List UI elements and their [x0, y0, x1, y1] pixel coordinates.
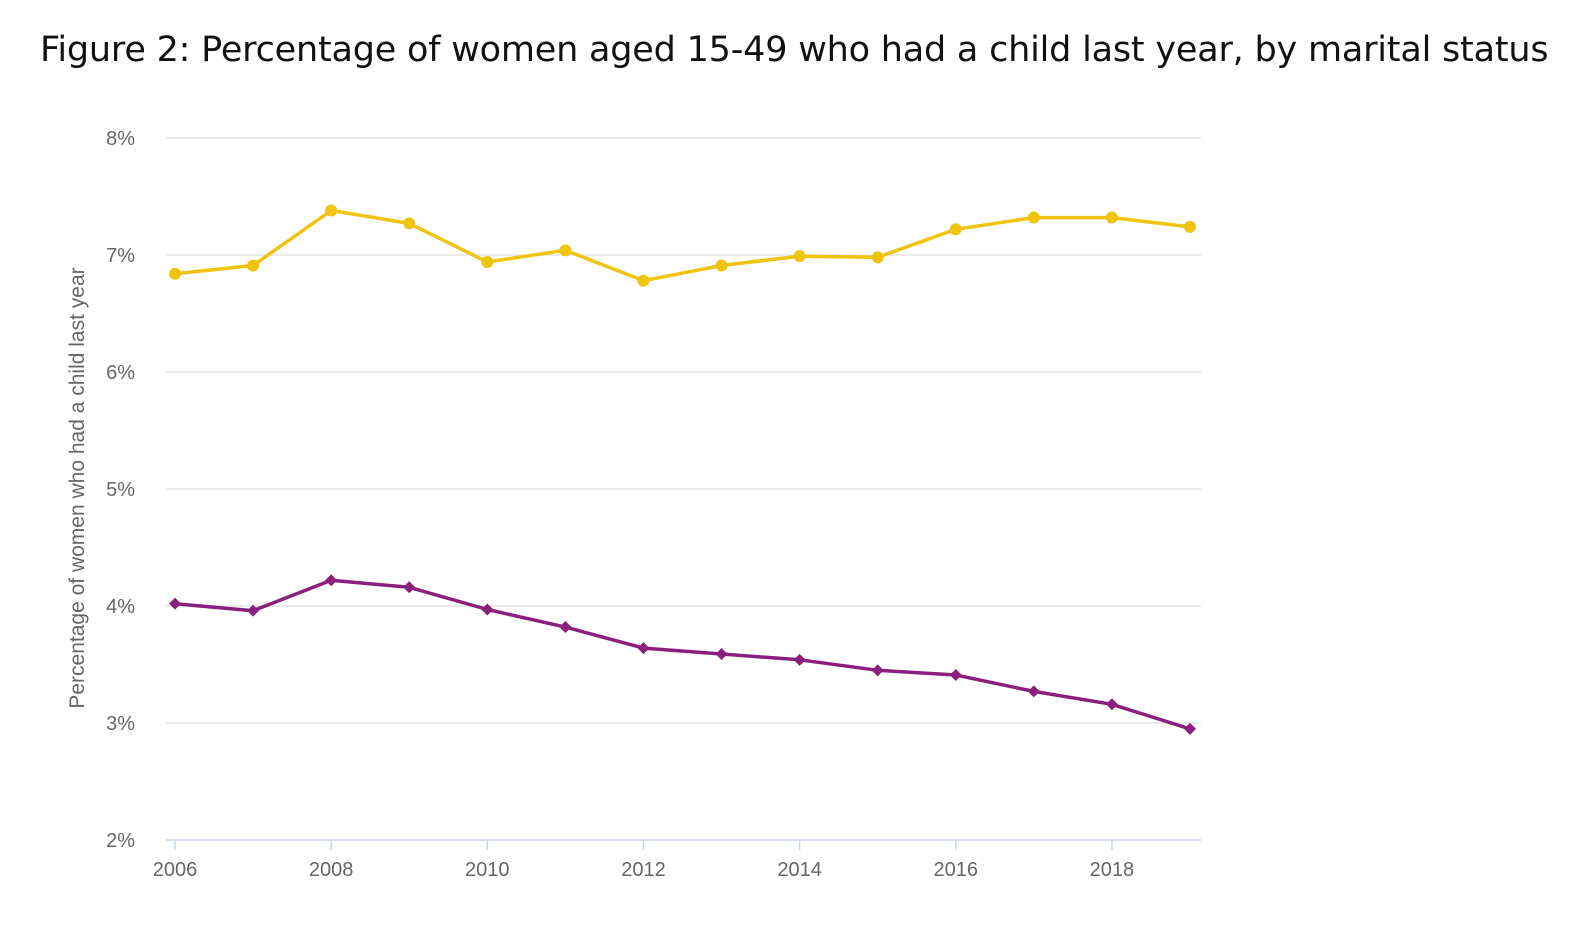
data-point[interactable]: [325, 574, 338, 587]
data-point[interactable]: [325, 204, 338, 217]
data-point[interactable]: [559, 621, 572, 634]
y-tick-label: 6%: [106, 362, 135, 384]
series-2: [169, 574, 1196, 735]
x-tick-label: 2012: [621, 859, 666, 881]
data-point[interactable]: [715, 647, 728, 660]
data-point[interactable]: [169, 267, 181, 280]
x-axis: [166, 839, 1201, 850]
data-point[interactable]: [949, 669, 962, 682]
data-point[interactable]: [403, 581, 416, 594]
x-tick-label: 2018: [1090, 859, 1135, 881]
grid-lines: [166, 137, 1201, 724]
data-point[interactable]: [637, 274, 650, 287]
x-tick-label: 2016: [934, 859, 979, 881]
data-point[interactable]: [871, 664, 884, 677]
data-point[interactable]: [1184, 220, 1196, 233]
data-point[interactable]: [1105, 698, 1118, 711]
data-point[interactable]: [949, 223, 962, 236]
series-line: [173, 208, 1192, 283]
data-point[interactable]: [637, 642, 650, 655]
chart-title: Figure 2: Percentage of women aged 15-49…: [40, 30, 1549, 70]
x-axis-tick-labels: 2006 2008 2010 2012 2014 2016 2018: [153, 859, 1134, 881]
y-axis-tick-labels: 2% 3% 4% 5% 6% 7% 8%: [106, 128, 135, 852]
x-tick-label: 2006: [153, 859, 198, 881]
y-tick-label: 8%: [106, 128, 135, 150]
data-point[interactable]: [1027, 211, 1040, 224]
data-point[interactable]: [169, 597, 181, 610]
data-point[interactable]: [793, 653, 806, 666]
series-1: [169, 204, 1196, 287]
y-axis-title: Percentage of women who had a child last…: [66, 267, 89, 708]
y-tick-label: 7%: [106, 245, 135, 267]
data-point[interactable]: [481, 256, 494, 269]
data-series: [169, 204, 1196, 735]
x-tick-label: 2008: [309, 859, 354, 881]
data-point[interactable]: [1027, 685, 1040, 698]
data-point[interactable]: [871, 251, 884, 264]
data-point[interactable]: [715, 259, 728, 272]
data-point[interactable]: [247, 604, 260, 617]
data-point[interactable]: [1105, 211, 1118, 224]
data-point[interactable]: [559, 244, 572, 257]
data-point[interactable]: [793, 250, 806, 263]
x-tick-label: 2010: [465, 859, 510, 881]
data-point[interactable]: [247, 259, 260, 272]
y-tick-label: 3%: [106, 713, 135, 735]
y-tick-label: 5%: [106, 479, 135, 501]
data-point[interactable]: [481, 603, 494, 616]
y-tick-label: 4%: [106, 596, 135, 618]
series-line: [173, 578, 1192, 731]
y-tick-label: 2%: [106, 830, 135, 852]
x-tick-label: 2014: [777, 859, 822, 881]
data-point[interactable]: [1184, 722, 1196, 735]
data-point[interactable]: [403, 217, 416, 230]
